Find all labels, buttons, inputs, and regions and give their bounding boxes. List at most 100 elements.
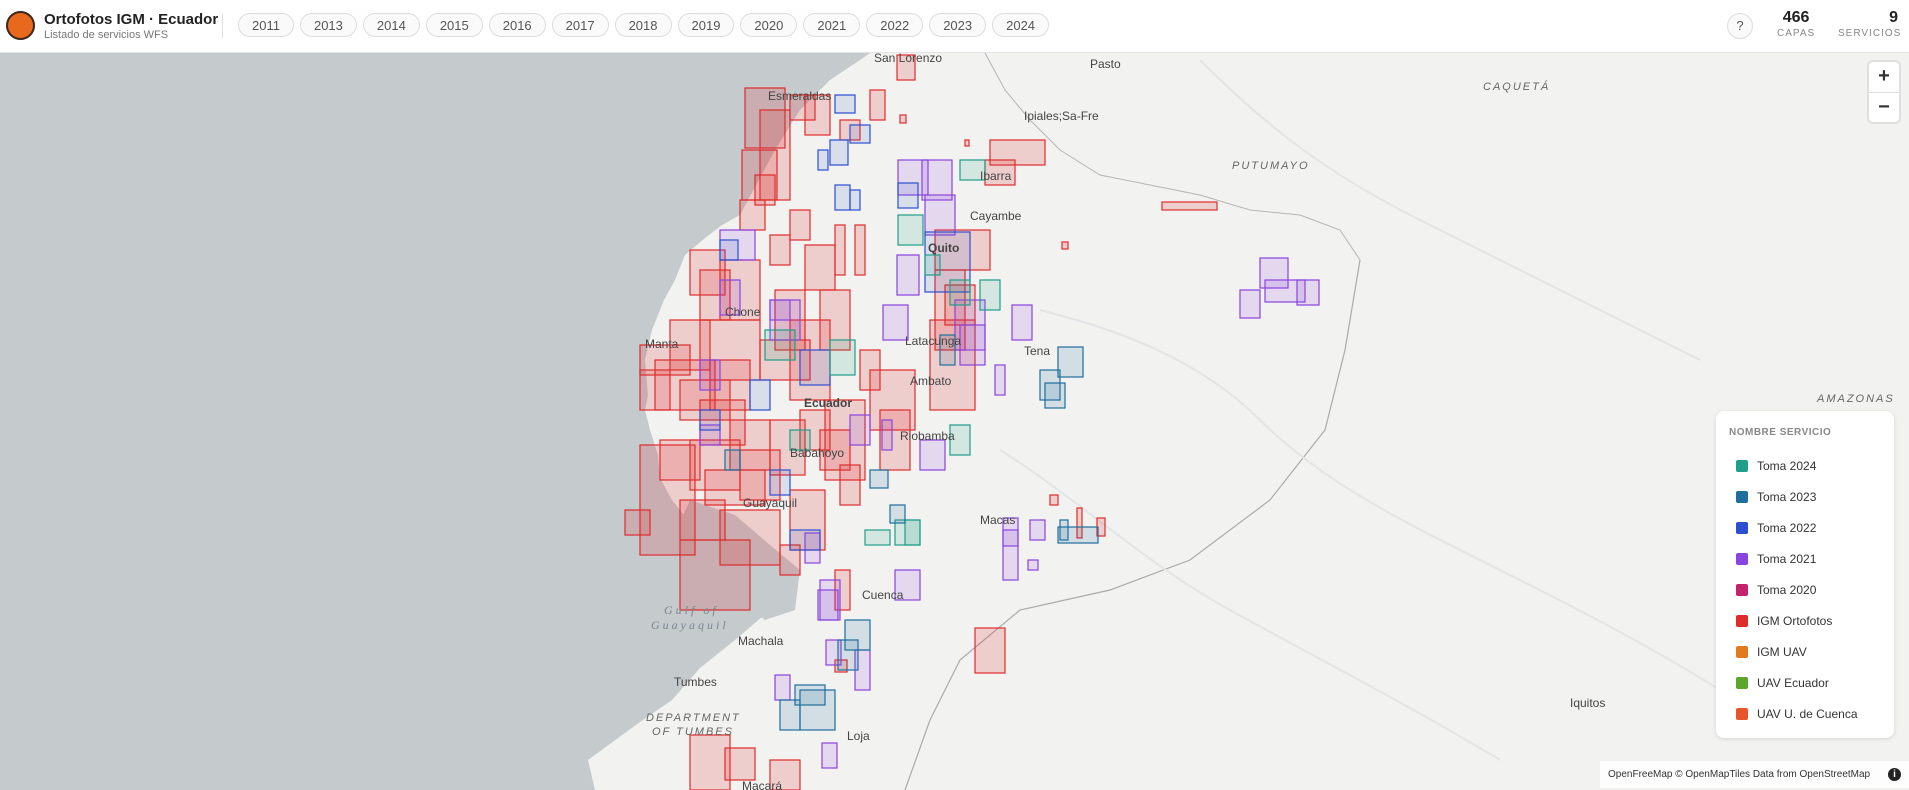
svg-text:Cuenca: Cuenca	[862, 588, 904, 602]
svg-text:Macará: Macará	[742, 779, 782, 790]
year-filter: 2011 2013 2014 2015 2016 2017 2018 2019 2020 2021…	[238, 13, 1050, 37]
layers-count-value: 466	[1782, 9, 1810, 26]
river	[1039, 309, 1721, 691]
year-pill-2023[interactable]: 2023	[929, 13, 987, 37]
year-pill-2013[interactable]: 2013	[299, 13, 357, 37]
svg-text:Esmeraldas: Esmeraldas	[768, 89, 831, 103]
year-pill-2022[interactable]: 2022	[866, 13, 924, 37]
app-logo	[6, 11, 35, 40]
map-labels: San Lorenzo Pasto Esmeraldas Ipiales;Sa-…	[645, 53, 1895, 790]
legend-item[interactable]: Toma 2021	[1729, 543, 1894, 574]
svg-text:Latacunga: Latacunga	[905, 334, 961, 348]
legend-item[interactable]: UAV Ecuador	[1729, 667, 1894, 698]
svg-text:Gulf of: Gulf of	[664, 603, 719, 617]
legend-item[interactable]: Toma 2024	[1729, 450, 1894, 481]
year-pill-2021[interactable]: 2021	[803, 13, 861, 37]
gulf	[670, 500, 800, 620]
info-icon[interactable]: i	[1888, 768, 1901, 781]
header-divider	[222, 14, 223, 38]
svg-text:Pasto: Pasto	[1090, 57, 1121, 71]
svg-text:Manta: Manta	[645, 337, 679, 351]
legend-item[interactable]: IGM Ortofotos	[1729, 605, 1894, 636]
legend-label: UAV U. de Cuenca	[1757, 706, 1858, 721]
app-title: Ortofotos IGM · Ecuador	[44, 11, 219, 28]
help-button[interactable]: ?	[1727, 13, 1753, 39]
year-pill-2016[interactable]: 2016	[488, 13, 546, 37]
year-pill-2024[interactable]: 2024	[992, 13, 1050, 37]
legend-swatch	[1736, 459, 1748, 472]
legend-swatch	[1736, 583, 1748, 596]
services-count-label: SERVICIOS	[1838, 28, 1902, 39]
legend-swatch	[1736, 490, 1748, 503]
svg-text:Ibarra: Ibarra	[980, 169, 1012, 183]
svg-text:OF TUMBES: OF TUMBES	[652, 726, 734, 738]
map-canvas[interactable]: San Lorenzo Pasto Esmeraldas Ipiales;Sa-…	[0, 53, 1909, 790]
svg-text:Iquitos: Iquitos	[1570, 696, 1605, 710]
svg-text:Tena: Tena	[1024, 344, 1050, 358]
map-svg[interactable]: San Lorenzo Pasto Esmeraldas Ipiales;Sa-…	[0, 53, 1909, 790]
svg-text:AMAZONAS: AMAZONAS	[1816, 393, 1895, 405]
year-pill-2019[interactable]: 2019	[677, 13, 735, 37]
year-pill-2020[interactable]: 2020	[740, 13, 798, 37]
border-colombia	[984, 53, 1361, 261]
year-pill-2017[interactable]: 2017	[551, 13, 609, 37]
legend-swatch	[1736, 552, 1748, 565]
coverage-layers	[624, 54, 1320, 790]
svg-text:Riobamba: Riobamba	[900, 429, 955, 443]
legend-item[interactable]: Toma 2023	[1729, 481, 1894, 512]
svg-text:Cayambe: Cayambe	[970, 209, 1022, 223]
legend-panel: NOMBRE SERVICIO Toma 2024 Toma 2023 Toma 2…	[1716, 411, 1894, 738]
legend-label: Toma 2024	[1757, 458, 1817, 473]
svg-text:DEPARTMENT: DEPARTMENT	[646, 712, 741, 724]
svg-text:CAQUETÁ: CAQUETÁ	[1483, 80, 1550, 93]
legend-title: NOMBRE SERVICIO	[1729, 427, 1832, 438]
svg-text:Chone: Chone	[725, 305, 761, 319]
legend-label: IGM UAV	[1757, 644, 1807, 659]
services-count-value: 9	[1889, 9, 1898, 26]
river	[1199, 59, 1701, 361]
zoom-in-button[interactable]: +	[1869, 62, 1899, 93]
services-count: 9 SERVICIOS	[1838, 9, 1902, 41]
svg-text:Ipiales;Sa-Fre: Ipiales;Sa-Fre	[1024, 109, 1099, 123]
map-attribution: OpenFreeMap © OpenMapTiles Data from Ope…	[1600, 761, 1909, 788]
legend-label: Toma 2021	[1757, 551, 1817, 566]
svg-text:Ecuador: Ecuador	[804, 396, 852, 410]
legend-swatch	[1736, 645, 1748, 658]
legend-label: UAV Ecuador	[1757, 675, 1829, 690]
legend-item[interactable]: Toma 2022	[1729, 512, 1894, 543]
year-pill-2018[interactable]: 2018	[614, 13, 672, 37]
svg-text:Babahoyo: Babahoyo	[790, 446, 844, 460]
svg-text:Guayaquil: Guayaquil	[651, 618, 729, 632]
legend-swatch	[1736, 676, 1748, 689]
svg-text:Quito: Quito	[928, 241, 959, 255]
legend-label: Toma 2020	[1757, 582, 1817, 597]
app-subtitle: Listado de servicios WFS	[44, 29, 169, 41]
legend-swatch	[1736, 521, 1748, 534]
top-bar: Ortofotos IGM · Ecuador Listado de servi…	[0, 0, 1909, 53]
legend-label: IGM Ortofotos	[1757, 613, 1833, 628]
year-pill-2015[interactable]: 2015	[425, 13, 483, 37]
svg-text:Tumbes: Tumbes	[674, 675, 717, 689]
legend-swatch	[1736, 614, 1748, 627]
attribution-text[interactable]: OpenFreeMap © OpenMapTiles Data from Ope…	[1608, 769, 1871, 780]
year-pill-2014[interactable]: 2014	[362, 13, 420, 37]
zoom-control: + −	[1869, 62, 1899, 122]
land	[588, 53, 1909, 790]
layers-count-label: CAPAS	[1777, 28, 1816, 39]
legend-item[interactable]: Toma 2020	[1729, 574, 1894, 605]
svg-text:Ambato: Ambato	[910, 374, 952, 388]
svg-text:Guayaquil: Guayaquil	[743, 496, 797, 510]
svg-text:Machala: Machala	[738, 634, 784, 648]
legend-label: Toma 2022	[1757, 520, 1817, 535]
legend-item[interactable]: IGM UAV	[1729, 636, 1894, 667]
layers-count: 466 CAPAS	[1777, 9, 1815, 41]
legend-label: Toma 2023	[1757, 489, 1817, 504]
year-pill-2011[interactable]: 2011	[238, 13, 294, 37]
svg-text:San Lorenzo: San Lorenzo	[874, 53, 942, 65]
zoom-out-button[interactable]: −	[1878, 96, 1890, 118]
legend-swatch	[1736, 707, 1748, 720]
svg-text:Macas: Macas	[980, 513, 1015, 527]
legend-item[interactable]: UAV U. de Cuenca	[1729, 698, 1894, 729]
river	[999, 449, 1501, 761]
border-peru	[904, 259, 1361, 790]
